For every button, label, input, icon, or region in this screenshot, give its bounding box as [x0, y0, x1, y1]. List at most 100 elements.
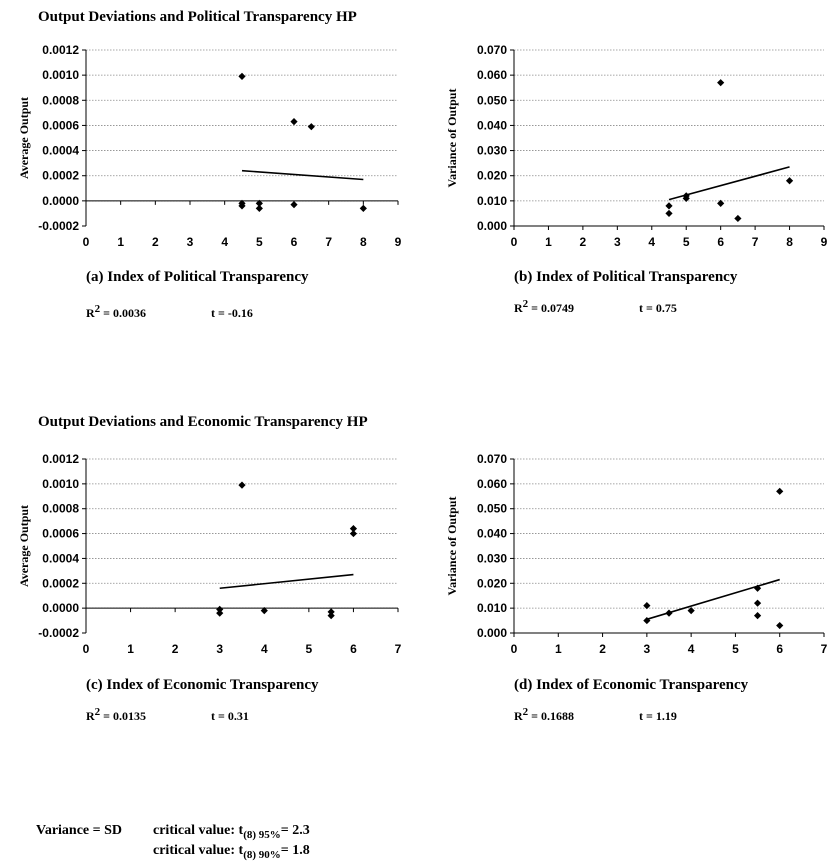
chart-b-xtick-label: 2	[580, 235, 587, 249]
chart-b-trendline	[668, 166, 790, 201]
chart-b-r2-label: R	[514, 301, 523, 315]
chart-a-data-point	[290, 201, 298, 209]
chart-c-xtick-label: 1	[127, 642, 134, 656]
chart-b-t-value: t = 0.75	[639, 301, 677, 315]
chart-c-r2-label: R	[86, 709, 95, 723]
chart-d-data-point	[776, 487, 784, 495]
chart-d-caption: (d) Index of Economic Transparency	[514, 677, 749, 693]
chart-d-ytick-label: 0.050	[477, 502, 507, 516]
chart-d-xtick-label: 4	[688, 642, 695, 656]
critical-value-90-label: critical value: t	[153, 843, 244, 858]
chart-a-data-point	[359, 204, 367, 212]
chart-c-data-point	[260, 607, 268, 615]
chart-b-ytick-label: 0.050	[477, 93, 507, 107]
chart-a-xtick-label: 7	[325, 235, 332, 249]
chart-d-xtick-label: 6	[776, 642, 783, 656]
chart-b-data-point	[785, 177, 794, 185]
chart-a-y-axis-label: Average Output	[17, 97, 31, 179]
chart-c-ytick-label: 0.0012	[42, 452, 79, 466]
chart-d-xtick-label: 7	[821, 642, 828, 656]
chart-a-caption: (a) Index of Political Transparency	[86, 269, 309, 285]
chart-a-r2-label: R	[86, 306, 95, 320]
chart-d-stats: R2 = 0.1688 t = 1.19	[514, 706, 774, 724]
critical-value-90-value: = 1.8	[280, 843, 310, 858]
chart-a-ytick-label: 0.0004	[42, 144, 79, 158]
chart-a-ytick-label: 0.0000	[42, 194, 79, 208]
chart-c-ytick-label: 0.0000	[42, 601, 79, 615]
chart-a-xtick-label: 2	[152, 235, 159, 249]
chart-b-data-point	[717, 199, 725, 207]
chart-b-xtick-label: 6	[717, 235, 724, 249]
critical-value-95-sub: (8) 95%	[243, 828, 281, 841]
chart-c-xtick-label: 2	[172, 642, 179, 656]
chart-c-data-point	[327, 608, 335, 616]
chart-a-xtick-label: 0	[83, 235, 90, 249]
chart-b-y-axis-label: Variance of Output	[445, 89, 459, 188]
chart-c-ytick-label: 0.0004	[42, 551, 79, 565]
chart-d-r2-value: = 0.1688	[528, 709, 575, 723]
chart-b-xtick-label: 4	[648, 235, 655, 249]
chart-c-ytick-label: 0.0008	[42, 502, 79, 516]
chart-a-ytick-label: 0.0008	[42, 93, 79, 107]
critical-value-90: critical value: t(8) 90%= 1.8	[153, 843, 310, 861]
chart-c-r2-sup: 2	[94, 706, 101, 718]
chart-d-ytick-label: 0.040	[477, 527, 507, 541]
economic-section-title: Output Deviations and Economic Transpare…	[38, 414, 368, 430]
chart-d-r2-sup: 2	[522, 706, 529, 718]
chart-a-data-point	[290, 118, 298, 126]
chart-c-y-axis-label: Average Output	[17, 505, 31, 587]
chart-a-r2-sup: 2	[94, 303, 101, 315]
chart-b-xtick-label: 5	[683, 235, 690, 249]
chart-b-ytick-label: 0.070	[477, 43, 507, 57]
chart-d-ytick-label: 0.010	[477, 601, 507, 615]
chart-a-xtick-label: 4	[221, 235, 228, 249]
chart-c-ytick-label: 0.0006	[42, 527, 79, 541]
chart-d-data-point	[753, 599, 762, 607]
chart-d-data-point	[643, 616, 651, 625]
chart-c-xtick-label: 5	[306, 642, 313, 656]
chart-a-data-point	[238, 202, 246, 210]
chart-c-ytick-label: -0.0002	[38, 626, 79, 640]
chart-c-ytick-label: 0.0010	[42, 477, 79, 491]
chart-a-xtick-label: 9	[395, 235, 402, 249]
chart-d-data-point	[687, 607, 695, 615]
chart-c-caption: (c) Index of Economic Transparency	[86, 677, 319, 693]
chart-d-ytick-label: 0.070	[477, 452, 507, 466]
chart-a-ytick-label: 0.0012	[42, 43, 79, 57]
critical-value-95-label: critical value: t	[153, 823, 244, 838]
chart-c-xtick-label: 4	[261, 642, 268, 656]
chart-d-ytick-label: 0.060	[477, 477, 507, 491]
critical-value-95: critical value: t(8) 95%= 2.3	[153, 823, 310, 841]
chart-c-data-point	[349, 525, 358, 533]
chart-b-data-point	[665, 209, 673, 218]
chart-c-xtick-label: 6	[350, 642, 357, 656]
chart-b-ytick-label: 0.010	[477, 194, 507, 208]
chart-b-xtick-label: 3	[614, 235, 621, 249]
chart-c-data-point	[238, 481, 246, 489]
chart-c-data-point	[216, 609, 224, 617]
chart-d-xtick-label: 2	[599, 642, 606, 656]
chart-a-xtick-label: 6	[291, 235, 298, 249]
chart-a-xtick-label: 3	[187, 235, 194, 249]
chart-b-stats: R2 = 0.0749 t = 0.75	[514, 298, 774, 316]
chart-c-data-point	[349, 529, 358, 538]
chart-c-r2-value: = 0.0135	[100, 709, 147, 723]
chart-a-ytick-label: -0.0002	[38, 219, 79, 233]
chart-b-r2-sup: 2	[522, 298, 529, 310]
chart-a-ytick-label: 0.0006	[42, 118, 79, 132]
chart-d-ytick-label: 0.020	[477, 576, 507, 590]
chart-d-xtick-label: 0	[511, 642, 518, 656]
chart-c-trendline	[219, 573, 354, 590]
chart-a-r2-value: = 0.0036	[100, 306, 147, 320]
chart-b-ytick-label: 0.060	[477, 68, 507, 82]
chart-d-y-axis-label: Variance of Output	[445, 497, 459, 596]
chart-c-xtick-label: 7	[395, 642, 402, 656]
chart-d-data-point	[753, 584, 762, 592]
chart-b-xtick-label: 1	[545, 235, 552, 249]
chart-a-data-point	[255, 199, 263, 207]
chart-b-caption: (b) Index of Political Transparency	[514, 269, 738, 285]
